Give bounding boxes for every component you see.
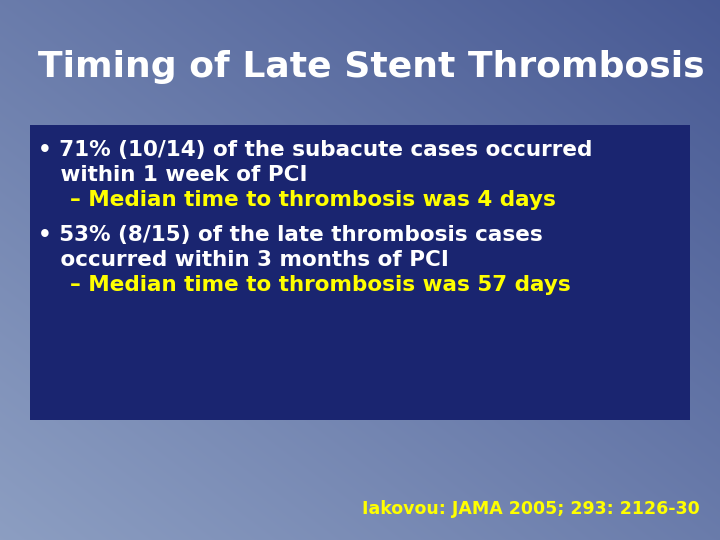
- Text: Iakovou: JAMA 2005; 293: 2126-30: Iakovou: JAMA 2005; 293: 2126-30: [362, 500, 700, 518]
- FancyBboxPatch shape: [30, 125, 690, 420]
- Text: occurred within 3 months of PCI: occurred within 3 months of PCI: [38, 250, 449, 270]
- Text: within 1 week of PCI: within 1 week of PCI: [38, 165, 307, 185]
- Text: Timing of Late Stent Thrombosis: Timing of Late Stent Thrombosis: [38, 50, 705, 84]
- Text: • 53% (8/15) of the late thrombosis cases: • 53% (8/15) of the late thrombosis case…: [38, 225, 543, 245]
- Text: – Median time to thrombosis was 57 days: – Median time to thrombosis was 57 days: [55, 275, 571, 295]
- Text: – Median time to thrombosis was 4 days: – Median time to thrombosis was 4 days: [55, 190, 556, 210]
- Text: • 71% (10/14) of the subacute cases occurred: • 71% (10/14) of the subacute cases occu…: [38, 140, 593, 160]
